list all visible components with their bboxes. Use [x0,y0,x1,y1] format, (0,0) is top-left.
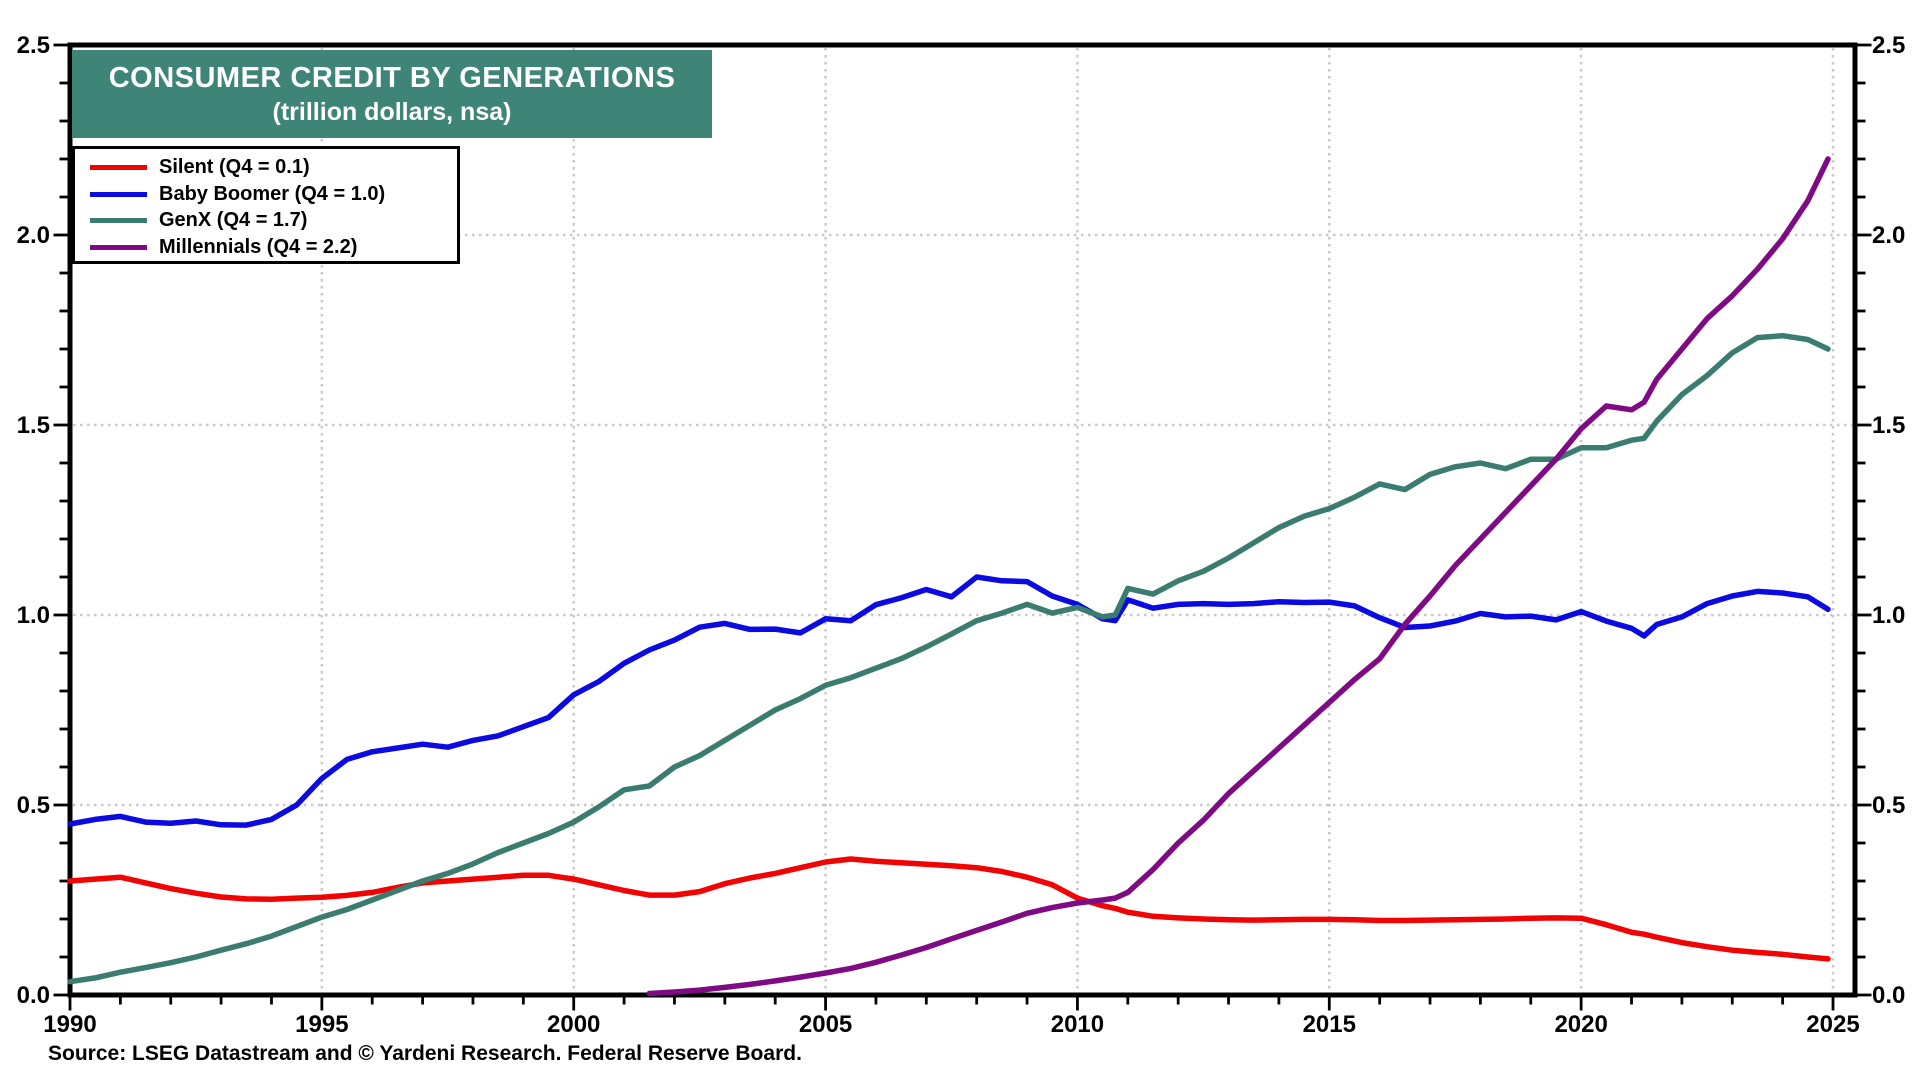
y-axis-label-left: 0.5 [17,792,50,819]
genx-line-swatch [90,218,147,224]
y-axis-label-left: 2.0 [17,222,50,249]
chart-title: CONSUMER CREDIT BY GENERATIONS [108,62,676,95]
baby-boomer-line-swatch [90,191,147,197]
legend-item-genx: GenX (Q4 = 1.7) [90,208,457,234]
silent-line-swatch [90,165,147,171]
y-axis-label-right: 0.0 [1872,982,1905,1009]
y-axis-label-left: 1.5 [17,412,50,439]
legend: Silent (Q4 = 0.1) Baby Boomer (Q4 = 1.0)… [72,146,460,264]
axis-ticks [53,43,1872,1011]
series-line-baby-boomer [67,574,1831,828]
y-axis-label-left: 0.0 [17,982,50,1009]
series-line-genx [67,332,1831,985]
series-line-silent [67,856,1831,962]
y-axis-label-left: 2.5 [17,32,50,59]
chart-subtitle: (trillion dollars, nsa) [272,97,512,126]
legend-item-silent: Silent (Q4 = 0.1) [90,155,457,181]
x-axis-label: 2000 [547,1011,600,1038]
x-axis-label: 2015 [1303,1011,1356,1038]
millennials-line-swatch [90,244,147,250]
y-axis-label-right: 2.5 [1872,32,1905,59]
legend-label-baby-boomer: Baby Boomer (Q4 = 1.0) [159,182,386,205]
plot-border [67,42,1858,998]
x-axis-label: 2025 [1806,1011,1859,1038]
y-axis-label-left: 1.0 [17,602,50,629]
x-axis-label: 2005 [799,1011,852,1038]
y-axis-label-right: 1.0 [1872,602,1905,629]
x-axis-label: 1990 [43,1011,96,1038]
legend-label-silent: Silent (Q4 = 0.1) [159,156,310,179]
legend-item-millennials: Millennials (Q4 = 2.2) [90,234,457,260]
y-axis-label-right: 0.5 [1872,792,1905,819]
x-axis-label: 2020 [1554,1011,1607,1038]
legend-item-baby-boomer: Baby Boomer (Q4 = 1.0) [90,181,457,207]
x-axis-label: 1995 [295,1011,348,1038]
y-axis-label-right: 2.0 [1872,222,1905,249]
source-attribution: Source: LSEG Datastream and © Yardeni Re… [48,1042,802,1065]
legend-label-millennials: Millennials (Q4 = 2.2) [159,235,358,258]
x-axis-label: 2010 [1051,1011,1104,1038]
chart-title-box: CONSUMER CREDIT BY GENERATIONS (trillion… [72,50,712,138]
legend-label-genx: GenX (Q4 = 1.7) [159,209,308,232]
y-axis-label-right: 1.5 [1872,412,1905,439]
series-line-millennials [646,156,1831,997]
